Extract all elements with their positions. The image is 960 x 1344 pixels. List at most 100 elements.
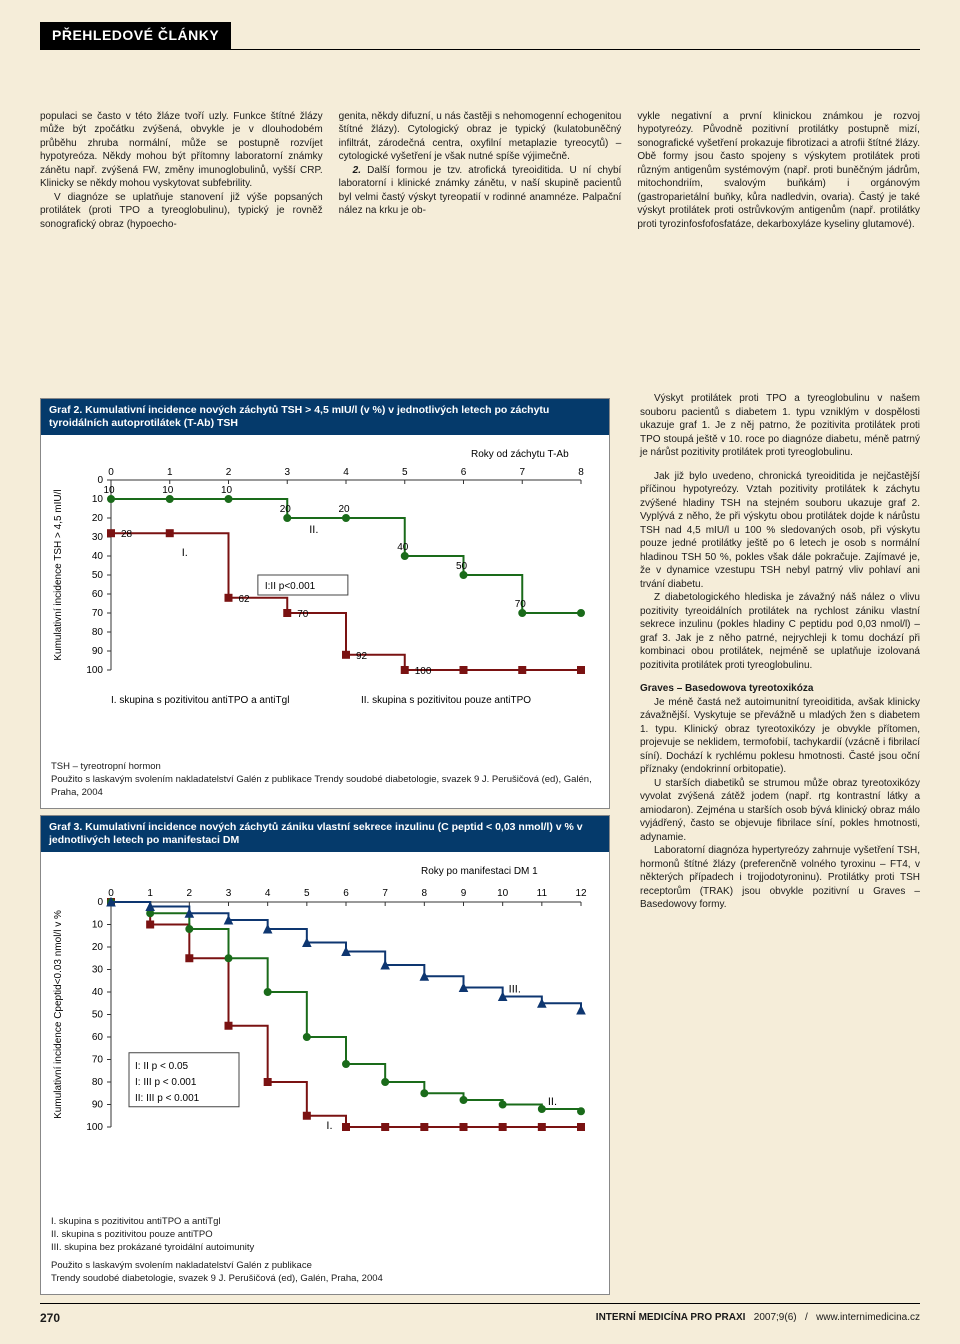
svg-text:10: 10 (221, 485, 233, 496)
journal-name: INTERNÍ MEDICÍNA PRO PRAXI (596, 1312, 746, 1323)
para-2: V diagnóze se uplatňuje stanovení již vý… (40, 191, 323, 232)
svg-text:28: 28 (121, 529, 133, 540)
svg-text:40: 40 (397, 542, 409, 553)
svg-text:40: 40 (92, 987, 104, 998)
svg-text:30: 30 (92, 964, 104, 975)
chart-2-plot: Roky od záchytu T-Ab01234567801020304050… (41, 435, 601, 757)
chart-3-plot: Roky po manifestaci DM 10123456789101112… (41, 852, 601, 1212)
page: PŘEHLEDOVÉ ČLÁNKY populaci se často v té… (0, 0, 960, 1344)
svg-text:6: 6 (461, 467, 467, 478)
list-marker: 2. (353, 165, 361, 176)
svg-text:4: 4 (265, 888, 271, 899)
svg-text:2: 2 (187, 888, 193, 899)
svg-text:II. skupina s pozitivitou pouz: II. skupina s pozitivitou pouze antiTPO (361, 695, 531, 706)
svg-text:10: 10 (92, 919, 104, 930)
svg-text:80: 80 (92, 627, 104, 638)
svg-text:2: 2 (226, 467, 232, 478)
svg-text:10: 10 (162, 485, 174, 496)
svg-text:60: 60 (92, 589, 104, 600)
svg-text:5: 5 (304, 888, 310, 899)
chart-3-title: Graf 3. Kumulativní incidence nových zác… (41, 816, 609, 852)
right-p1: Výskyt protilátek proti TPO a tyreoglobu… (640, 392, 920, 460)
right-p5: U starších diabetiků se strumou může obr… (640, 777, 920, 845)
svg-text:I. skupina s pozitivitou antiT: I. skupina s pozitivitou antiTPO a antiT… (111, 695, 289, 706)
svg-text:II.: II. (548, 1096, 557, 1108)
issue: 2007;9(6) (754, 1312, 797, 1323)
svg-text:I.: I. (182, 547, 188, 559)
svg-text:8: 8 (422, 888, 428, 899)
svg-text:20: 20 (338, 504, 350, 515)
para-4: 2. Další formou je tzv. atrofická tyreoi… (339, 164, 622, 218)
para-5: vykle negativní a první klinickou známko… (637, 110, 920, 232)
svg-text:92: 92 (356, 651, 368, 662)
svg-text:50: 50 (92, 570, 104, 581)
para-4-body: Další formou je tzv. atrofická tyreoidit… (339, 165, 622, 217)
footer-sep: / (805, 1312, 808, 1323)
chart-2-credit: Použito s laskavým svolením nakladatelst… (51, 774, 599, 800)
svg-text:10: 10 (92, 494, 104, 505)
svg-text:40: 40 (92, 551, 104, 562)
svg-text:10: 10 (103, 485, 115, 496)
svg-text:70: 70 (92, 608, 104, 619)
svg-text:Roky po manifestaci DM 1: Roky po manifestaci DM 1 (421, 866, 538, 877)
para-1: populaci se často v této žláze tvoří uzl… (40, 110, 323, 191)
chart-3-credit: Použito s laskavým svolením nakladatelst… (51, 1260, 599, 1286)
svg-text:9: 9 (461, 888, 467, 899)
svg-text:60: 60 (92, 1032, 104, 1043)
svg-text:62: 62 (239, 594, 251, 605)
svg-text:100: 100 (86, 1122, 103, 1133)
body-text-columns: populaci se často v této žláze tvoří uzl… (40, 110, 920, 390)
svg-text:7: 7 (382, 888, 388, 899)
svg-text:III.: III. (509, 983, 521, 995)
chart-2-tsh-note: TSH – tyreotropní hormon (51, 761, 599, 774)
svg-text:3: 3 (226, 888, 232, 899)
chart-2-footer: TSH – tyreotropní hormon Použito s laska… (41, 757, 609, 807)
chart-3-footer: I. skupina s pozitivitou antiTPO a antiT… (41, 1212, 609, 1294)
svg-text:50: 50 (92, 1009, 104, 1020)
figures-column: Graf 2. Kumulativní incidence nových zác… (40, 392, 610, 1301)
svg-text:I: II p < 0.05: I: II p < 0.05 (135, 1061, 189, 1072)
svg-text:90: 90 (92, 1099, 104, 1110)
svg-text:80: 80 (92, 1077, 104, 1088)
chart-2-title: Graf 2. Kumulativní incidence nových zác… (41, 399, 609, 435)
chart-3-legend-2: II. skupina s pozitivitou pouze antiTPO (51, 1229, 599, 1242)
svg-text:70: 70 (297, 609, 309, 620)
svg-text:I: III p < 0.001: I: III p < 0.001 (135, 1077, 197, 1088)
svg-text:Roky od záchytu T-Ab: Roky od záchytu T-Ab (471, 449, 569, 460)
svg-text:II: III p < 0.001: II: III p < 0.001 (135, 1093, 200, 1104)
chart-2: Graf 2. Kumulativní incidence nových zác… (40, 398, 610, 809)
footer-right: INTERNÍ MEDICÍNA PRO PRAXI 2007;9(6) / w… (596, 1311, 920, 1325)
chart-3-legend-1: I. skupina s pozitivitou antiTPO a antiT… (51, 1216, 599, 1229)
svg-text:100: 100 (415, 666, 432, 677)
svg-text:I:II p<0.001: I:II p<0.001 (265, 581, 316, 592)
svg-text:20: 20 (92, 942, 104, 953)
svg-text:1: 1 (147, 888, 153, 899)
chart-2-svg: Roky od záchytu T-Ab01234567801020304050… (41, 435, 601, 757)
svg-text:20: 20 (92, 513, 104, 524)
svg-text:Kumulativní incidence TSH > 4,: Kumulativní incidence TSH > 4,5 mIU/l (53, 490, 64, 661)
page-footer: 270 INTERNÍ MEDICÍNA PRO PRAXI 2007;9(6)… (40, 1303, 920, 1326)
chart-3-legend-3: III. skupina bez prokázané tyroidální au… (51, 1242, 599, 1255)
header-rule (40, 49, 920, 50)
right-p3: Z diabetologického hlediska je závažný n… (640, 591, 920, 672)
svg-text:20: 20 (280, 504, 292, 515)
svg-text:12: 12 (575, 888, 587, 899)
right-heading: Graves – Basedowova tyreotoxikóza (640, 682, 920, 696)
svg-text:70: 70 (92, 1054, 104, 1065)
svg-text:II.: II. (309, 524, 318, 536)
right-p6: Laboratorní diagnóza hypertyreózy zahrnu… (640, 844, 920, 912)
svg-text:1: 1 (167, 467, 173, 478)
svg-text:50: 50 (456, 561, 468, 572)
svg-text:0: 0 (108, 467, 114, 478)
svg-text:3: 3 (284, 467, 290, 478)
svg-text:10: 10 (497, 888, 509, 899)
svg-text:8: 8 (578, 467, 584, 478)
right-column: Výskyt protilátek proti TPO a tyreoglobu… (640, 392, 920, 912)
svg-text:0: 0 (97, 897, 103, 908)
svg-text:Kumulativní incidence Cpeptid<: Kumulativní incidence Cpeptid<0.03 nmol/… (53, 910, 64, 1119)
right-p2: Jak již bylo uvedeno, chronická tyreoidi… (640, 470, 920, 592)
section-tab: PŘEHLEDOVÉ ČLÁNKY (40, 22, 231, 49)
svg-text:4: 4 (343, 467, 349, 478)
svg-text:I.: I. (326, 1120, 332, 1132)
svg-text:90: 90 (92, 646, 104, 657)
